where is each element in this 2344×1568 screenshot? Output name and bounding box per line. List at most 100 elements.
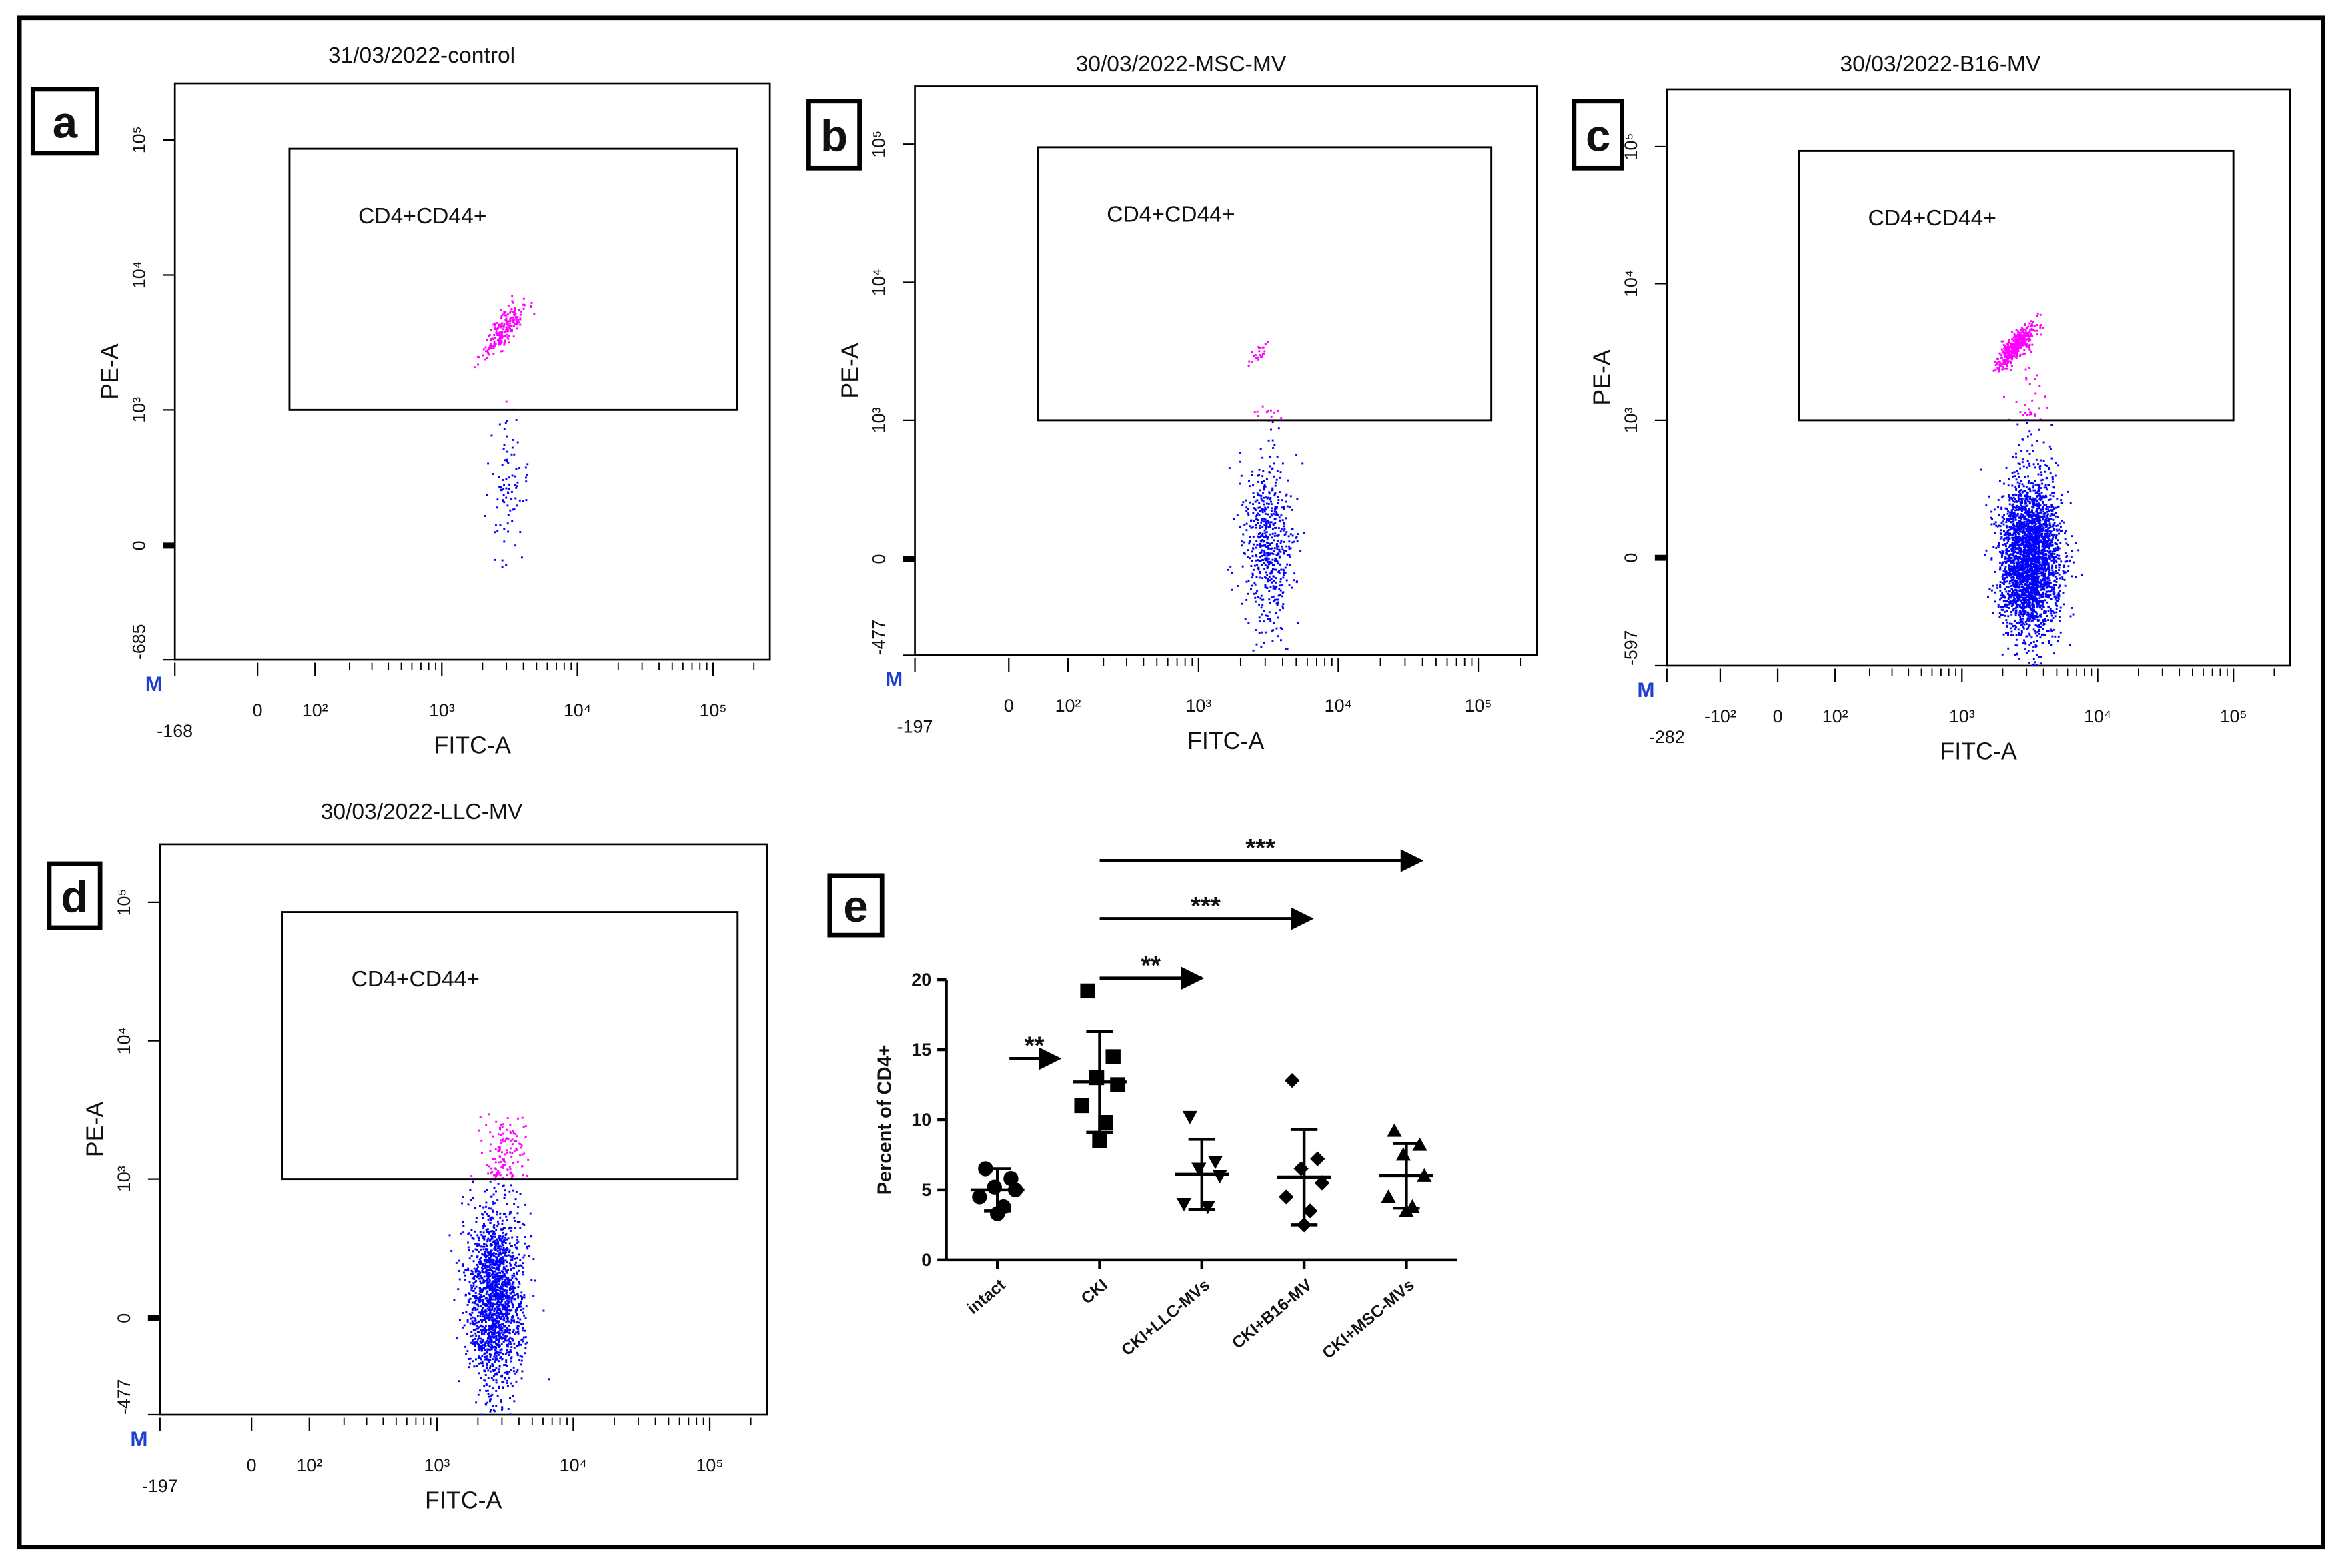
event-dot <box>2032 549 2034 552</box>
event-dot <box>2022 331 2024 333</box>
event-dot <box>2008 526 2011 528</box>
event-dot <box>2031 598 2034 601</box>
event-dot <box>2032 518 2034 521</box>
event-dot <box>2013 558 2016 561</box>
event-dot <box>2004 545 2007 548</box>
event-dot <box>1258 514 1261 516</box>
event-dot <box>1995 524 1998 527</box>
event-dot <box>2019 507 2022 510</box>
event-dot <box>2058 554 2061 557</box>
event-dot <box>1264 506 1267 509</box>
event-dot <box>2024 557 2026 560</box>
event-dot <box>2034 624 2037 626</box>
event-dot <box>2035 492 2038 494</box>
event-dot <box>2016 334 2019 337</box>
event-dot <box>2034 598 2036 601</box>
event-dot <box>2012 494 2014 496</box>
event-dot <box>2060 499 2063 502</box>
event-dot <box>1254 354 1257 357</box>
event-dot <box>512 1339 514 1342</box>
event-dot <box>2014 335 2016 337</box>
event-dot <box>2044 550 2046 552</box>
event-dot <box>2014 597 2016 600</box>
event-dot <box>515 1261 517 1264</box>
event-dot <box>486 494 488 496</box>
event-dot <box>491 1230 494 1233</box>
event-dot <box>2053 588 2055 591</box>
event-dot <box>1245 506 1248 509</box>
event-dot <box>2030 528 2033 531</box>
event-dot <box>2042 562 2044 564</box>
event-dot <box>2018 598 2020 601</box>
event-dot <box>1280 568 1283 571</box>
event-dot <box>1269 602 1271 604</box>
event-dot <box>1268 611 1271 614</box>
event-dot <box>2046 586 2048 589</box>
event-dot <box>2012 532 2015 535</box>
event-dot <box>1264 532 1267 535</box>
event-dot <box>2004 361 2006 364</box>
event-dot <box>2003 580 2006 582</box>
event-dot <box>1275 554 1278 556</box>
event-dot <box>1265 411 1268 414</box>
event-dot <box>2032 489 2035 492</box>
event-dot <box>1272 447 1275 449</box>
event-dot <box>2048 556 2051 559</box>
event-dot <box>2012 499 2014 502</box>
event-dot <box>2028 367 2031 369</box>
event-dot <box>2012 520 2014 523</box>
event-dot <box>2030 588 2032 590</box>
event-dot <box>508 1251 510 1253</box>
event-dot <box>2060 502 2063 504</box>
event-dot <box>1275 627 1278 630</box>
event-dot <box>2039 626 2042 628</box>
event-dot <box>2015 638 2018 641</box>
event-dot <box>2017 462 2020 465</box>
event-dot <box>2034 593 2036 596</box>
event-dot <box>1262 540 1265 543</box>
event-dot <box>2048 642 2050 644</box>
x-tick-label: 10⁴ <box>564 700 591 720</box>
event-dot <box>2024 572 2026 575</box>
event-dot <box>2006 512 2009 515</box>
event-dot <box>2004 574 2006 576</box>
event-dot <box>488 1207 490 1210</box>
event-dot <box>487 462 490 465</box>
event-dot <box>2030 324 2032 327</box>
event-dot <box>2031 571 2034 573</box>
event-dot <box>2041 604 2044 606</box>
event-dot <box>2002 622 2005 624</box>
event-dot <box>1256 499 1259 502</box>
event-dot <box>2042 553 2044 556</box>
event-dot <box>511 295 514 297</box>
event-dot <box>2032 605 2034 608</box>
event-dot <box>495 1263 498 1265</box>
event-dot <box>2030 596 2033 599</box>
event-dot <box>2016 644 2019 647</box>
event-dot <box>2017 506 2020 508</box>
event-dot <box>511 1251 514 1254</box>
event-dot <box>2036 543 2038 546</box>
event-dot <box>2010 549 2013 552</box>
event-dot <box>1266 538 1269 541</box>
event-dot <box>2032 506 2035 509</box>
event-dot <box>2001 582 2004 584</box>
event-dot <box>2022 535 2025 538</box>
event-dot <box>507 530 510 533</box>
event-dot <box>2011 498 2014 500</box>
event-dot <box>1290 528 1293 530</box>
event-dot <box>480 1321 483 1323</box>
event-dot <box>498 325 500 328</box>
event-dot <box>519 1318 522 1321</box>
event-dot <box>1271 421 1274 424</box>
event-dot <box>1281 462 1284 465</box>
event-dot <box>2022 572 2025 575</box>
event-dot <box>2030 498 2033 501</box>
event-dot <box>1263 568 1266 570</box>
event-dot <box>1267 544 1269 547</box>
event-dot <box>498 1331 501 1334</box>
event-dot <box>2038 580 2041 583</box>
x-axis-label: FITC-A <box>1187 728 1265 754</box>
event-dot <box>2028 587 2031 590</box>
event-dot <box>2061 519 2063 522</box>
